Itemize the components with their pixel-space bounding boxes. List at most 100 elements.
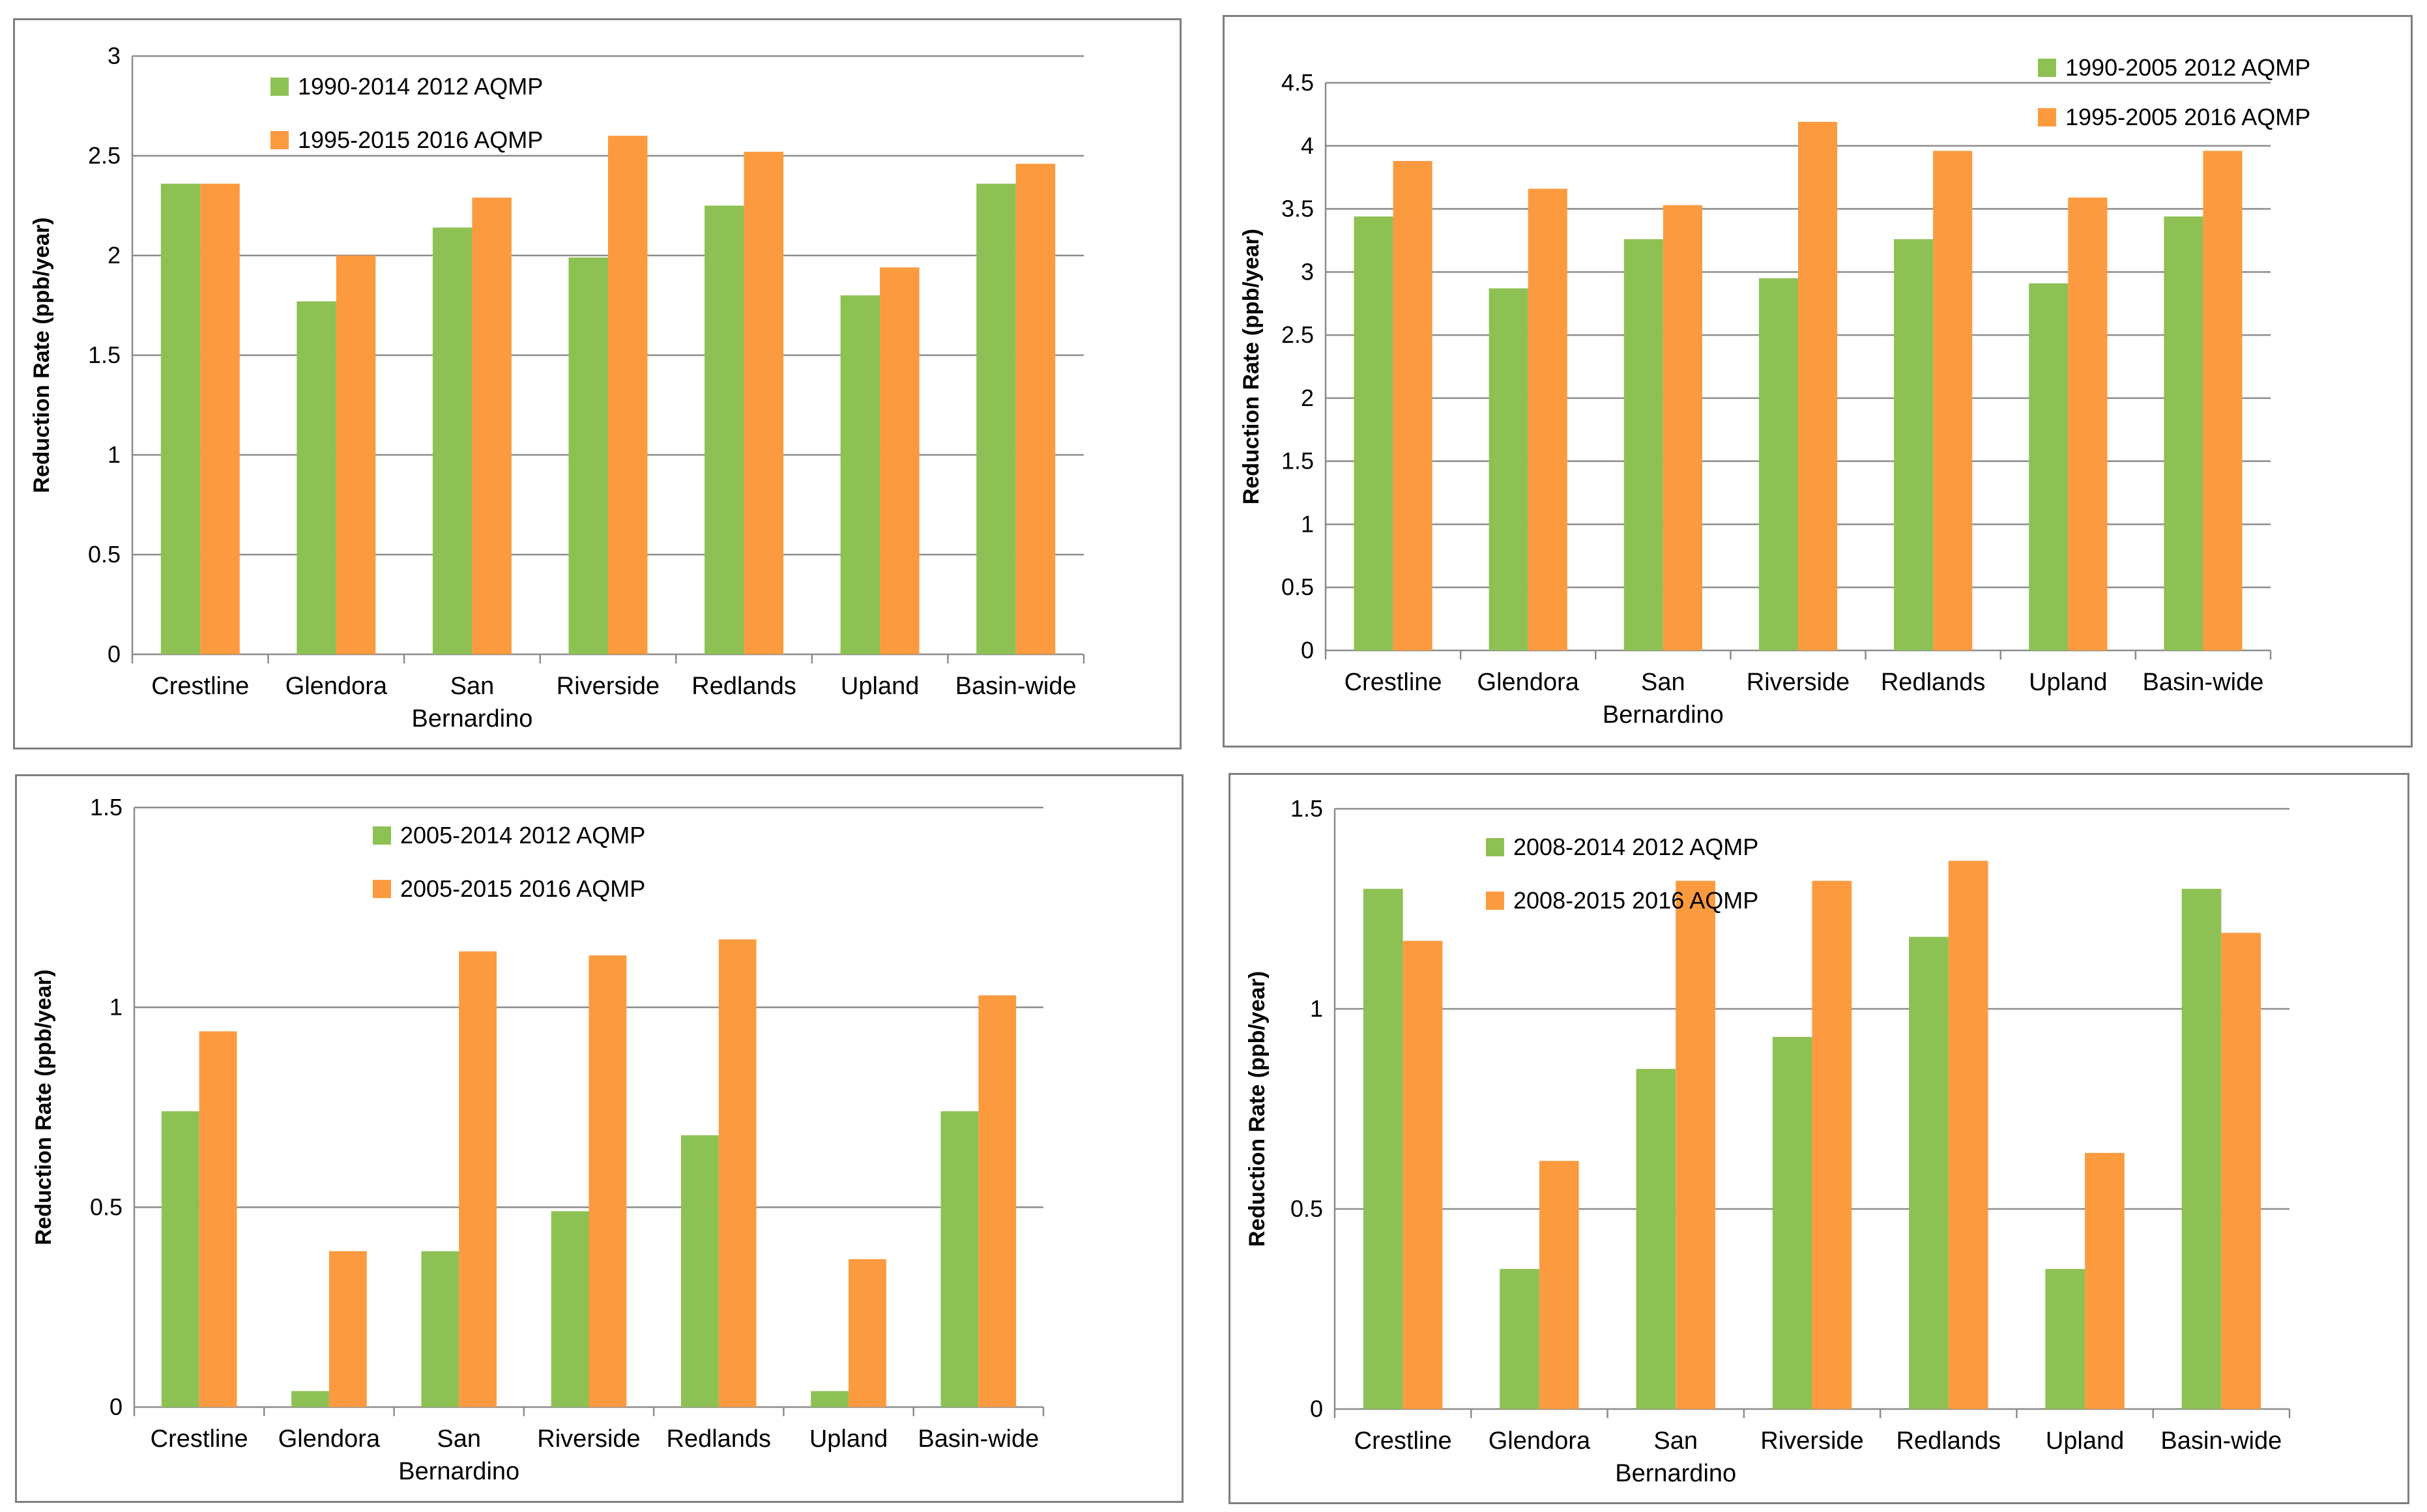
x-category-label: Basin-wide [955, 673, 1077, 700]
legend-label: 2005-2014 2012 AQMP [400, 822, 645, 849]
legend-swatch [373, 880, 391, 898]
y-tick-label: 0.5 [1281, 574, 1314, 600]
x-category-label: Glendora [1477, 669, 1580, 696]
bar-green [160, 183, 201, 655]
y-tick-label: 1.5 [88, 342, 121, 368]
y-tick-label: 2 [1301, 385, 1314, 411]
y-tick-label: 0.5 [90, 1193, 123, 1220]
legend-swatch [2038, 59, 2056, 77]
y-tick-label: 0.5 [1290, 1195, 1323, 1222]
legend-label: 2008-2014 2012 AQMP [1513, 834, 1758, 860]
y-tick-label: 3 [108, 42, 121, 69]
y-axis-label: Reduction Rate (ppb/year) [1239, 229, 1264, 504]
bar-green [297, 301, 336, 654]
bar-green [551, 1211, 589, 1407]
bar-green [2029, 283, 2069, 651]
bar-orange [459, 951, 497, 1407]
y-tick-label: 1.5 [1290, 795, 1323, 822]
legend-swatch [1486, 892, 1504, 910]
bar-orange [1812, 880, 1852, 1409]
bar-orange [718, 939, 757, 1407]
bar-chart-2: 0 0.5 1 1.5 2 2.5 3 3.5 4 4.5 Reduction Rate (ppb/… [1239, 54, 2310, 729]
bar-green [940, 1111, 979, 1407]
legend-label: 2005-2015 2016 AQMP [400, 875, 645, 902]
x-category-label: Basin-wide [2160, 1427, 2282, 1455]
x-category-label: San [1653, 1427, 1698, 1455]
bar-green [568, 257, 608, 654]
bar-green [1489, 288, 1528, 650]
x-category-label: Upland [2046, 1427, 2124, 1455]
bar-orange [1663, 205, 1702, 650]
bar-orange [1393, 161, 1432, 650]
bar-green [976, 183, 1016, 655]
bar-green [680, 1135, 719, 1407]
bar-orange [2203, 151, 2243, 650]
bar-green [705, 205, 744, 654]
y-tick-label: 0 [109, 1393, 123, 1420]
bar-green [1772, 1036, 1812, 1409]
bar-orange [336, 255, 376, 654]
y-tick-label: 1.5 [90, 794, 123, 821]
chart-panel-top-left: 0 0.5 1 1.5 2 2.5 3 Reduction Rate (ppb/year) Cr… [13, 18, 1182, 749]
bar-green [421, 1251, 459, 1407]
y-tick-label: 1 [108, 441, 121, 468]
x-category-label: Bernardino [1615, 1460, 1736, 1487]
bar-orange [1015, 164, 1056, 655]
bar-orange [880, 267, 920, 654]
x-category-label: Bernardino [1603, 701, 1724, 729]
legend-swatch [373, 826, 391, 845]
bar-green [432, 227, 472, 654]
bar-orange [2221, 933, 2261, 1409]
bar-green [840, 295, 880, 654]
x-category-label: San [437, 1425, 481, 1453]
bar-green [1894, 239, 1934, 650]
legend-swatch [1486, 838, 1504, 856]
legend-label: 2008-2015 2016 AQMP [1513, 887, 1758, 914]
x-category-label: Crestline [151, 673, 249, 700]
y-tick-label: 2 [108, 242, 121, 269]
y-tick-label: 2.5 [88, 142, 121, 169]
bar-orange [2085, 1153, 2125, 1409]
bar-orange [2068, 197, 2108, 650]
bar-green [1758, 278, 1798, 650]
bar-green [811, 1391, 849, 1407]
x-category-label: Redlands [667, 1425, 772, 1453]
x-category-label: San [450, 673, 495, 700]
x-category-label: Redlands [691, 673, 796, 700]
x-category-label: Redlands [1881, 669, 1986, 696]
bar-green [1909, 937, 1949, 1409]
bar-orange [744, 151, 784, 654]
legend-label: 1995-2005 2016 AQMP [2065, 104, 2310, 130]
bar-orange [1948, 860, 1988, 1409]
bar-green [291, 1391, 329, 1407]
x-category-label: Bernardino [411, 705, 532, 733]
x-category-label: Basin-wide [918, 1425, 1039, 1453]
y-tick-label: 0 [108, 641, 121, 667]
x-category-label: San [1641, 669, 1685, 696]
bar-orange [328, 1251, 367, 1407]
y-tick-label: 3.5 [1281, 196, 1314, 222]
x-category-label: Glendora [1489, 1427, 1591, 1455]
x-category-label: Basin-wide [2142, 669, 2263, 696]
bar-green [1354, 216, 1393, 650]
bar-green [2045, 1269, 2085, 1409]
bar-orange [978, 995, 1017, 1407]
bar-orange [1402, 940, 1443, 1409]
y-axis-label: Reduction Rate (ppb/year) [1245, 971, 1270, 1247]
legend-swatch [2038, 108, 2056, 126]
x-category-label: Glendora [285, 673, 388, 700]
bar-green [2164, 216, 2203, 650]
y-tick-label: 2.5 [1281, 321, 1314, 348]
bar-orange [1528, 188, 1567, 650]
x-category-label: Riverside [537, 1425, 640, 1453]
y-tick-label: 4 [1301, 132, 1314, 159]
legend-label: 1990-2005 2012 AQMP [2065, 54, 2310, 81]
bar-orange [200, 183, 240, 655]
bar-orange [849, 1259, 886, 1407]
chart-panel-bottom-right: 0 0.5 1 1.5 Reduction Rate (ppb/year) Crestli… [1228, 773, 2409, 1504]
bar-green [1500, 1269, 1539, 1409]
bar-orange [589, 955, 627, 1407]
bar-orange [1798, 122, 1838, 651]
bar-orange [1933, 151, 1973, 650]
bar-green [1363, 888, 1403, 1409]
